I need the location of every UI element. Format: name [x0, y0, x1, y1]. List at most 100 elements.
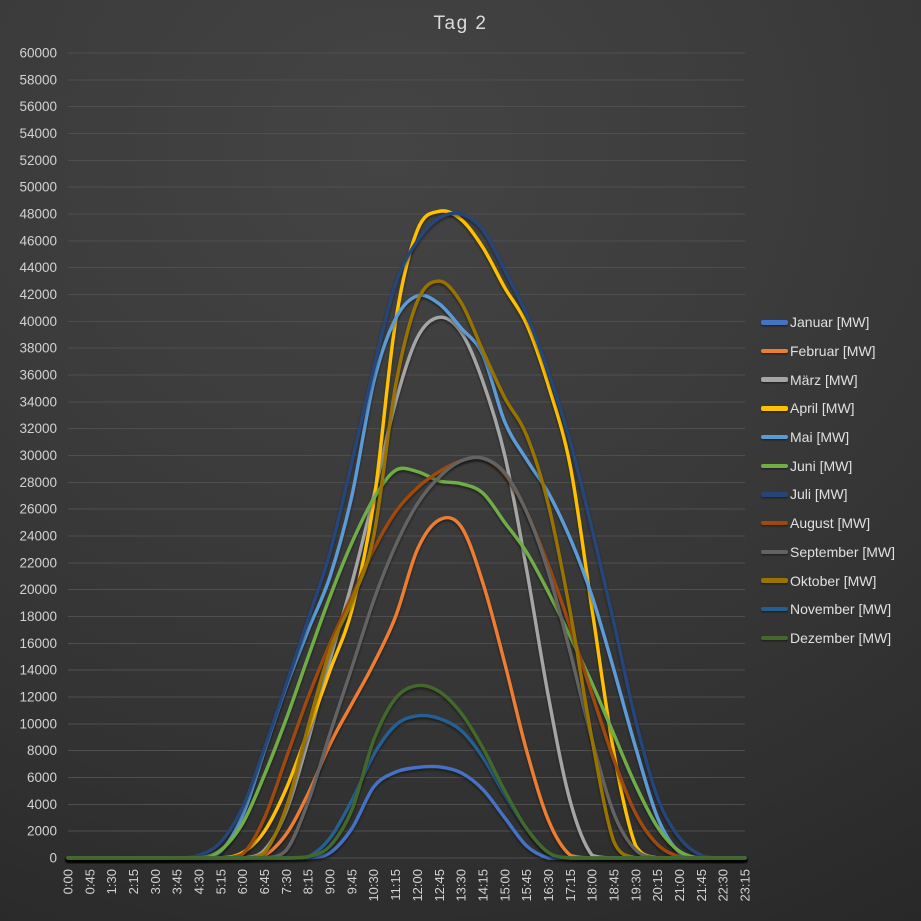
- y-axis-label: 58000: [19, 72, 57, 87]
- y-axis-label: 2000: [27, 824, 57, 839]
- legend-swatch-oktober: [761, 578, 788, 583]
- y-axis-label: 52000: [19, 153, 57, 168]
- y-axis-label: 6000: [27, 770, 57, 785]
- x-axis-label: 14:15: [475, 869, 490, 902]
- y-axis-label: 40000: [19, 314, 57, 329]
- legend-label: Juni [MW]: [790, 457, 853, 474]
- x-axis-label: 5:15: [213, 869, 228, 894]
- legend-item-juli[interactable]: Juli [MW]: [761, 480, 895, 509]
- x-axis-label: 21:00: [672, 869, 687, 902]
- x-axis-label: 12:00: [410, 869, 425, 902]
- legend-swatch-juli: [761, 492, 788, 497]
- legend-item-januar[interactable]: Januar [MW]: [761, 308, 895, 337]
- y-axis-label: 54000: [19, 126, 57, 141]
- legend-item-november[interactable]: November [MW]: [761, 595, 895, 624]
- legend-label: November [MW]: [790, 601, 892, 618]
- legend-label: August [MW]: [790, 515, 871, 532]
- legend-label: Mai [MW]: [790, 429, 850, 446]
- x-axis-label: 12:45: [432, 869, 447, 902]
- y-axis-label: 42000: [19, 287, 57, 302]
- legend-swatch-november: [761, 606, 788, 612]
- x-axis-label: 16:30: [541, 869, 556, 902]
- y-axis-label: 14000: [19, 663, 57, 678]
- y-axis-label: 20000: [19, 582, 57, 597]
- y-axis-label: 44000: [19, 260, 57, 275]
- y-axis-label: 18000: [19, 609, 57, 624]
- y-axis-label: 36000: [19, 368, 57, 383]
- x-axis-label: 7:30: [279, 869, 294, 894]
- legend-swatch-september: [761, 549, 788, 555]
- legend-label: Juli [MW]: [790, 486, 848, 503]
- series-line-april: [66, 209, 747, 860]
- chart-title: Tag 2: [433, 13, 488, 34]
- legend-swatch-mai: [761, 434, 788, 440]
- x-axis-label: 1:30: [104, 869, 119, 894]
- y-axis-label: 48000: [19, 207, 57, 222]
- y-axis-label: 50000: [19, 180, 57, 195]
- y-axis-label: 10000: [19, 716, 57, 731]
- legend-swatch-januar: [761, 320, 788, 325]
- x-axis-label: 6:00: [235, 869, 250, 894]
- y-axis-label: 4000: [27, 797, 57, 812]
- legend-label: Dezember [MW]: [790, 629, 892, 646]
- x-axis-label: 23:15: [738, 869, 753, 902]
- legend-label: Februar [MW]: [790, 343, 876, 360]
- x-axis-label: 9:00: [323, 869, 338, 894]
- x-axis-label: 3:45: [170, 869, 185, 894]
- series-line-juni: [66, 466, 747, 860]
- legend-label: September [MW]: [790, 543, 896, 560]
- legend-item-august[interactable]: August [MW]: [761, 509, 895, 538]
- y-axis-label: 0: [49, 851, 57, 866]
- legend-item-april[interactable]: April [MW]: [761, 394, 895, 423]
- y-axis-label: 60000: [19, 46, 57, 61]
- y-axis-label: 34000: [19, 394, 57, 409]
- legend-item-februar[interactable]: Februar [MW]: [761, 337, 895, 366]
- y-axis-label: 32000: [19, 421, 57, 436]
- x-axis-label: 0:00: [61, 869, 76, 894]
- y-axis-label: 24000: [19, 529, 57, 544]
- legend-item-juni[interactable]: Juni [MW]: [761, 451, 895, 480]
- legend-label: Oktober [MW]: [790, 572, 877, 589]
- x-axis-label: 4:30: [192, 869, 207, 894]
- y-axis-label: 26000: [19, 502, 57, 517]
- legend-item-mai[interactable]: Mai [MW]: [761, 423, 895, 452]
- x-axis-label: 20:15: [650, 869, 665, 902]
- legend-label: Januar [MW]: [790, 314, 870, 331]
- x-axis-label: 2:15: [126, 869, 141, 894]
- legend-item-maerz[interactable]: März [MW]: [761, 365, 895, 394]
- legend-swatch-august: [761, 520, 788, 526]
- series-line-november: [66, 713, 747, 860]
- y-axis-label: 12000: [19, 690, 57, 705]
- x-axis-label: 3:00: [148, 869, 163, 894]
- x-axis-label: 21:45: [694, 869, 709, 902]
- legend-item-dezember[interactable]: Dezember [MW]: [761, 624, 895, 653]
- legend-swatch-april: [761, 406, 788, 411]
- x-axis-label: 19:30: [628, 869, 643, 902]
- y-axis-label: 46000: [19, 233, 57, 248]
- series-line-dezember: [66, 683, 747, 860]
- x-axis-label: 15:45: [519, 869, 534, 902]
- legend-label: März [MW]: [790, 371, 858, 388]
- x-axis-label: 22:30: [716, 869, 731, 902]
- legend-swatch-dezember: [761, 635, 788, 641]
- x-axis-label: 18:00: [585, 869, 600, 902]
- legend-item-oktober[interactable]: Oktober [MW]: [761, 566, 895, 595]
- y-axis-label: 30000: [19, 448, 57, 463]
- x-axis-label: 0:45: [82, 869, 97, 894]
- x-axis-label: 8:15: [301, 869, 316, 894]
- y-axis-label: 8000: [27, 743, 57, 758]
- legend-swatch-maerz: [761, 377, 788, 382]
- x-axis-label: 18:45: [606, 869, 621, 902]
- y-axis-label: 22000: [19, 555, 57, 570]
- y-axis-label: 56000: [19, 99, 57, 114]
- x-axis-label: 13:30: [454, 869, 469, 902]
- legend-label: April [MW]: [790, 400, 855, 417]
- legend-item-september[interactable]: September [MW]: [761, 538, 895, 567]
- legend-swatch-februar: [761, 348, 788, 354]
- legend-swatch-juni: [761, 463, 788, 469]
- x-axis-label: 17:15: [563, 869, 578, 902]
- y-axis-label: 16000: [19, 636, 57, 651]
- y-axis-label: 28000: [19, 475, 57, 490]
